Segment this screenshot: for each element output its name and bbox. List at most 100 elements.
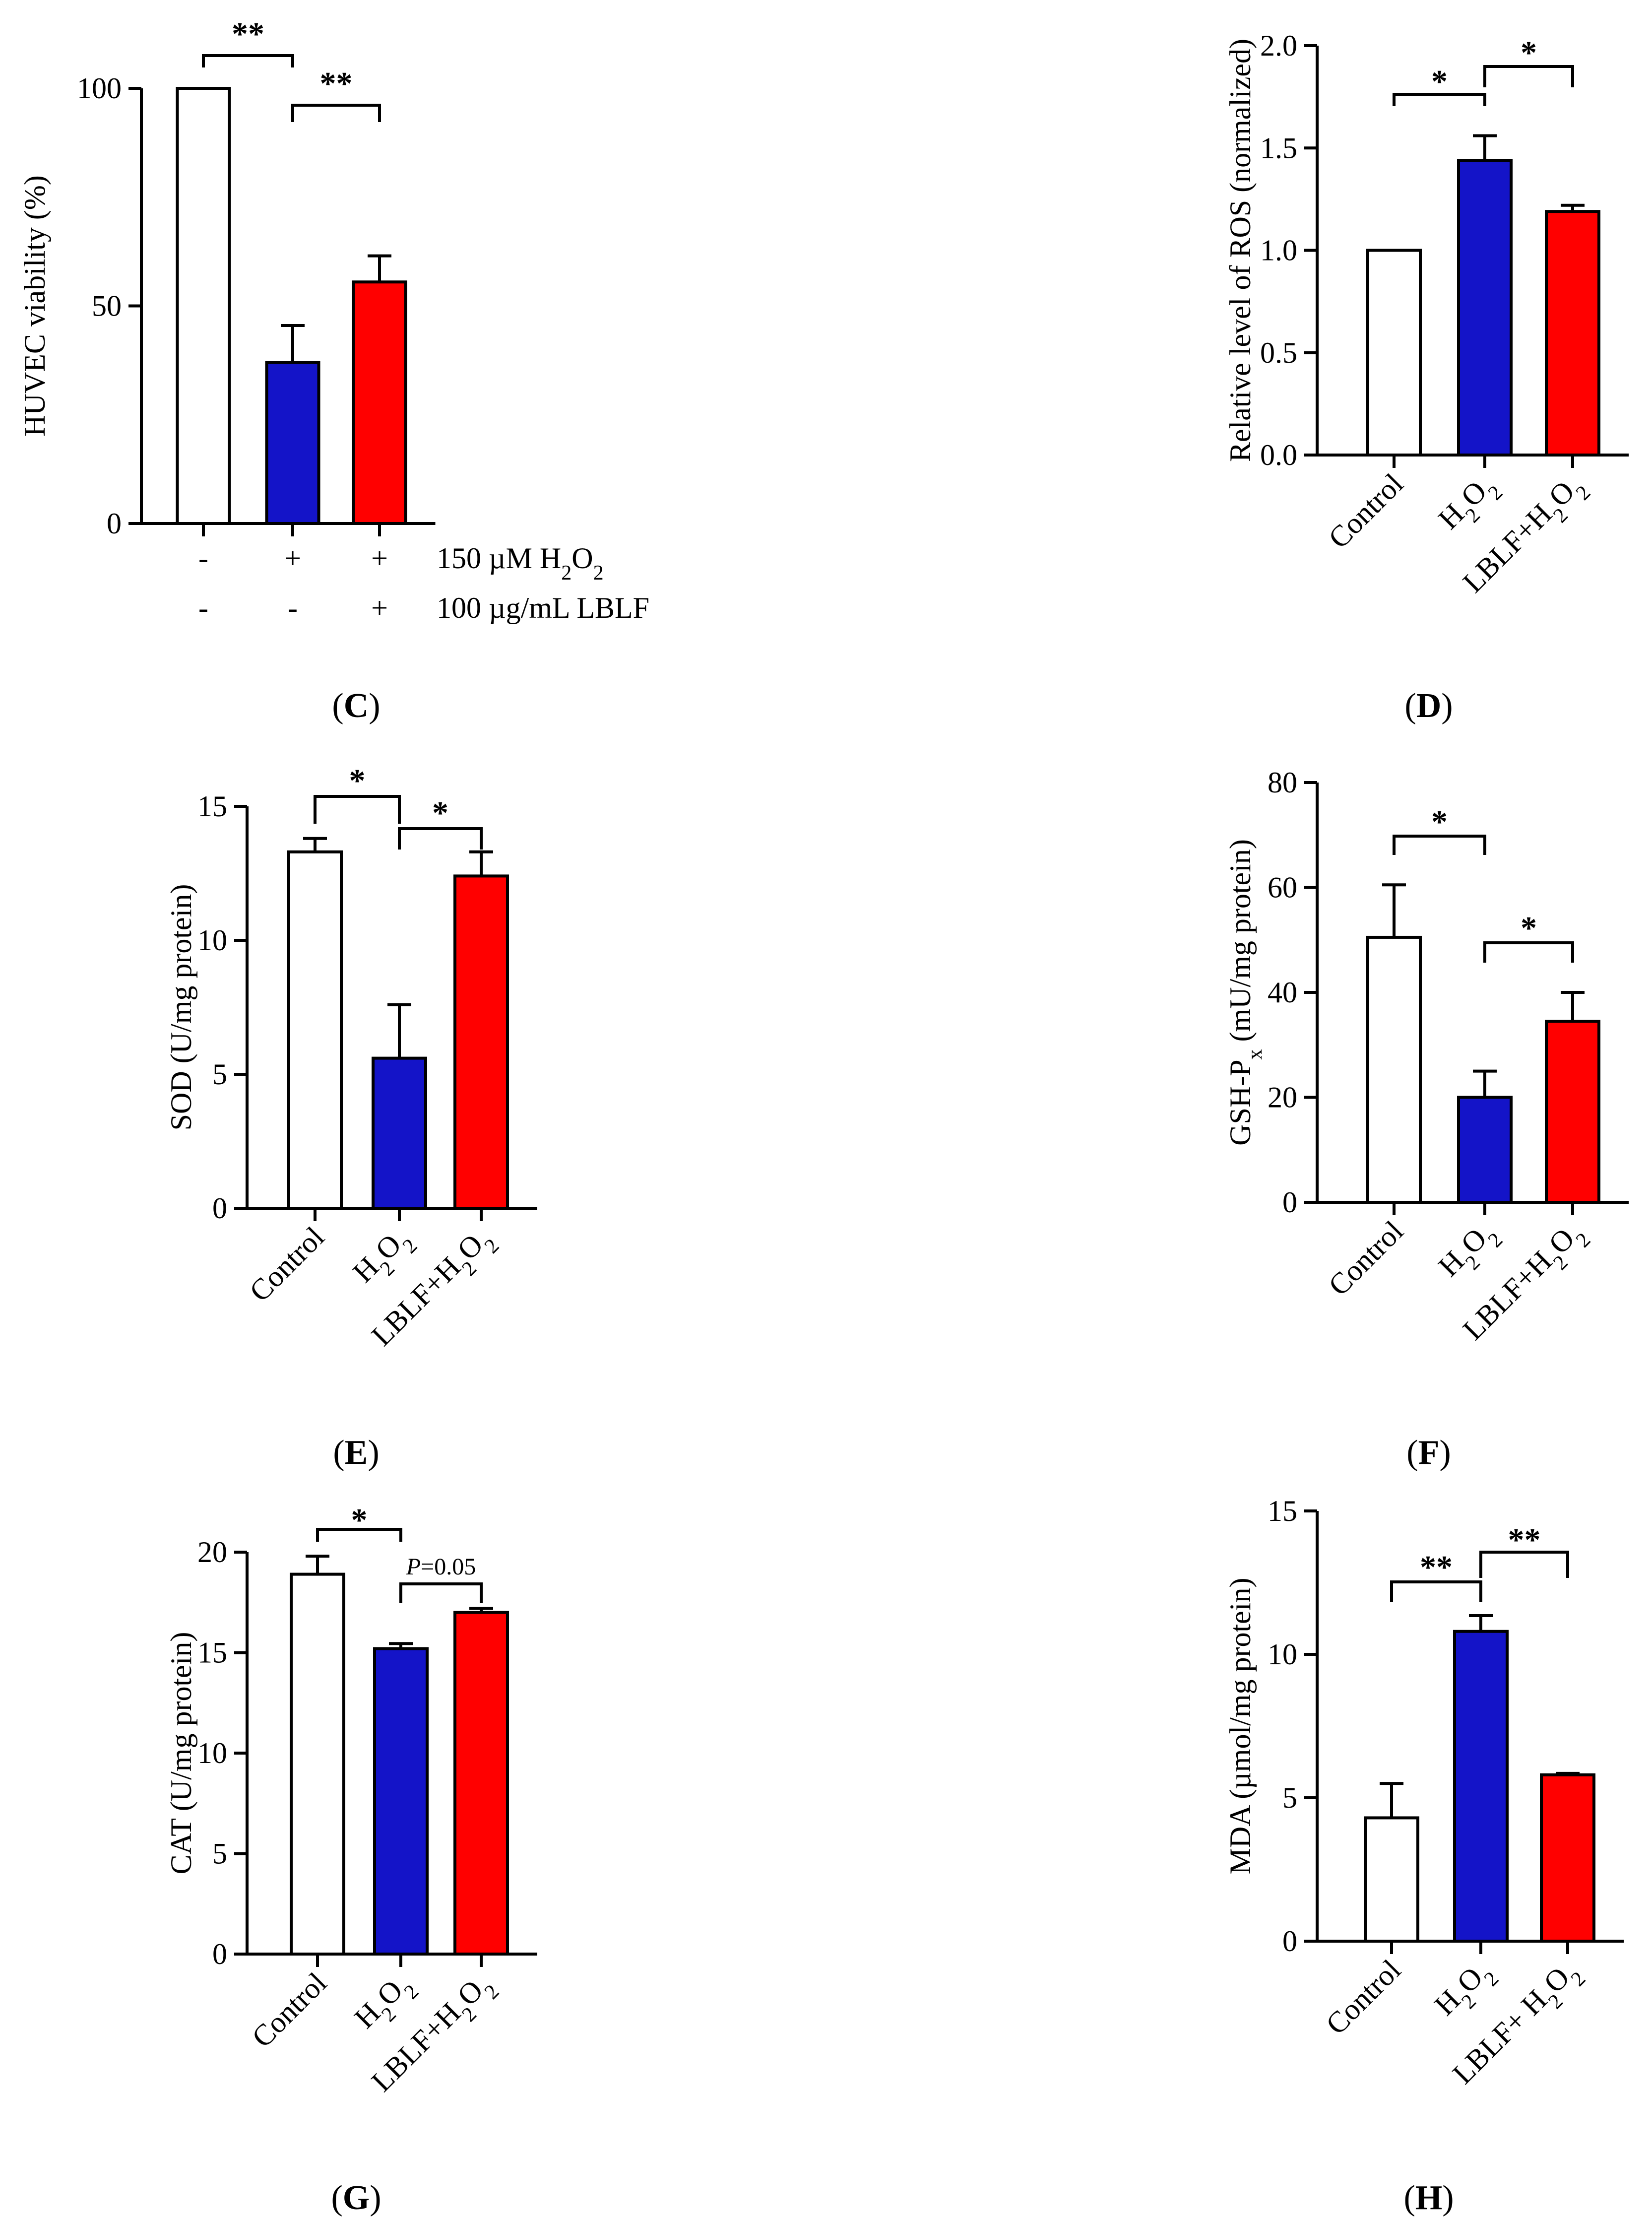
chart-panel-d: 0.0 0.5 1.0 1.5 2.0 * * Relative level of ROS (… xyxy=(1224,29,1629,725)
bar-3 xyxy=(1545,1020,1600,1204)
y-tick-label: 0.5 xyxy=(1260,336,1297,369)
panel-label: (G) xyxy=(331,2179,381,2217)
significance-bracket-1 xyxy=(314,795,401,824)
significance-label: * xyxy=(1521,910,1537,946)
y-tick-label: 5 xyxy=(1282,1781,1297,1814)
y-tick-label: 60 xyxy=(1268,871,1297,904)
panel-label-paren: ( xyxy=(1406,1434,1418,1472)
significance-bracket-2 xyxy=(399,1582,483,1603)
bar-1 xyxy=(1366,935,1422,1204)
panel-label-letter: D xyxy=(1416,687,1442,725)
category-text: O xyxy=(369,1228,407,1266)
treatment-text: 150 µM H xyxy=(437,542,561,575)
y-tick-label: 15 xyxy=(197,790,227,823)
category-label-2: H2O2 xyxy=(1428,1954,1504,2029)
bar-3 xyxy=(1540,1773,1595,1943)
treatment-mark: + xyxy=(371,591,388,624)
panel-label: (D) xyxy=(1404,687,1453,725)
category-label-1: Control xyxy=(1322,1215,1409,1302)
y-axis-title: GSH-Px (mU/mg protein) xyxy=(1224,839,1267,1146)
significance-label: ** xyxy=(232,16,264,52)
y-tick-label: 20 xyxy=(1268,1081,1297,1114)
significance-p-label: P=0.05 xyxy=(406,1554,476,1580)
category-text: O xyxy=(1455,474,1493,513)
category-text: O xyxy=(451,1973,489,2012)
y-tick-label: 1.5 xyxy=(1260,131,1297,164)
panel-label-paren: ( xyxy=(332,687,343,725)
bar-1 xyxy=(290,1572,345,1956)
y-tick-label: 40 xyxy=(1268,976,1297,1009)
significance-bracket-1 xyxy=(202,54,294,67)
significance-bracket-1 xyxy=(1390,1580,1482,1602)
y-tick-label: 5 xyxy=(212,1837,227,1870)
y-tick-label: 20 xyxy=(197,1536,227,1569)
y-tick-label: 10 xyxy=(1268,1638,1297,1671)
chart-panel-h: 0 5 10 15 ** ** MDA (µmol/mg protein) Control H2… xyxy=(1224,1495,1624,2217)
treatment-mark: - xyxy=(198,591,208,624)
category-text: H xyxy=(1432,497,1470,535)
significance-label: * xyxy=(1521,35,1537,71)
treatment-mark: + xyxy=(284,542,301,575)
category-text: O xyxy=(451,1228,489,1266)
panel-label-paren: ( xyxy=(1403,2179,1415,2217)
y-tick-label: 0 xyxy=(212,1192,227,1225)
panel-label-paren: ( xyxy=(1404,687,1416,725)
panel-label-paren: ) xyxy=(369,687,380,725)
category-text: H xyxy=(1428,1983,1466,2022)
panel-label: (E) xyxy=(333,1434,379,1472)
panel-label-paren: ( xyxy=(331,2179,342,2217)
significance-bracket-2 xyxy=(1479,1551,1569,1578)
category-text: H xyxy=(1432,1244,1470,1283)
bar-2 xyxy=(265,361,320,525)
bar-1 xyxy=(176,87,231,525)
panel-label-paren: ) xyxy=(1442,2179,1454,2217)
y-tick-label: 80 xyxy=(1268,766,1297,799)
bar-3 xyxy=(453,1611,509,1956)
category-text: H xyxy=(347,1250,385,1289)
panel-label-paren: ) xyxy=(1441,687,1453,725)
significance-label: * xyxy=(1431,64,1448,100)
bar-1 xyxy=(1366,249,1422,457)
bar-3 xyxy=(453,874,509,1210)
panel-label-letter: H xyxy=(1415,2179,1442,2217)
bar-2 xyxy=(373,1647,429,1956)
chart-panel-g: 0 5 10 15 20 * P=0.05 CAT (U/mg protein) Control… xyxy=(165,1502,537,2217)
significance-label: * xyxy=(1431,804,1448,840)
bar-2 xyxy=(1457,159,1513,457)
category-text: O xyxy=(1451,1961,1489,1999)
category-label-1: Control xyxy=(1322,467,1409,555)
panel-label-letter: C xyxy=(344,687,369,725)
p-value: =0.05 xyxy=(421,1554,476,1580)
treatment-sub: 2 xyxy=(561,562,572,585)
treatment-mark: - xyxy=(198,542,208,575)
significance-bracket-2 xyxy=(398,827,483,850)
category-label-1: Control xyxy=(246,1966,333,2054)
category-label-2: H2O2 xyxy=(1432,467,1508,543)
panel-label-paren: ( xyxy=(333,1434,344,1472)
bar-3 xyxy=(352,280,407,525)
significance-label: * xyxy=(349,763,366,799)
panel-label-paren: ) xyxy=(1439,1434,1451,1472)
panel-label: (H) xyxy=(1403,2179,1454,2217)
category-text: O xyxy=(1537,1961,1576,1999)
category-label-2: H2O2 xyxy=(1432,1215,1508,1290)
significance-label: ** xyxy=(320,65,353,102)
y-tick-label: 5 xyxy=(212,1058,227,1091)
y-tick-label: 100 xyxy=(77,72,122,105)
category-text: O xyxy=(1542,1222,1581,1260)
y-tick-label: 0 xyxy=(107,507,122,540)
significance-bracket-2 xyxy=(291,104,381,122)
significance-bracket-2 xyxy=(1483,941,1574,963)
y-tick-label: 10 xyxy=(197,1737,227,1769)
y-axis-title-sub: x xyxy=(1244,1049,1267,1059)
y-tick-label: 0.0 xyxy=(1260,439,1297,471)
y-tick-label: 15 xyxy=(1268,1495,1297,1527)
y-tick-label: 15 xyxy=(197,1636,227,1669)
bar-2 xyxy=(1453,1630,1509,1943)
panel-label: (C) xyxy=(332,687,380,725)
y-axis-title: SOD (U/mg protein) xyxy=(165,884,197,1131)
treatment-mark: + xyxy=(371,542,388,575)
y-axis-title: HUVEC viability (%) xyxy=(18,175,51,437)
